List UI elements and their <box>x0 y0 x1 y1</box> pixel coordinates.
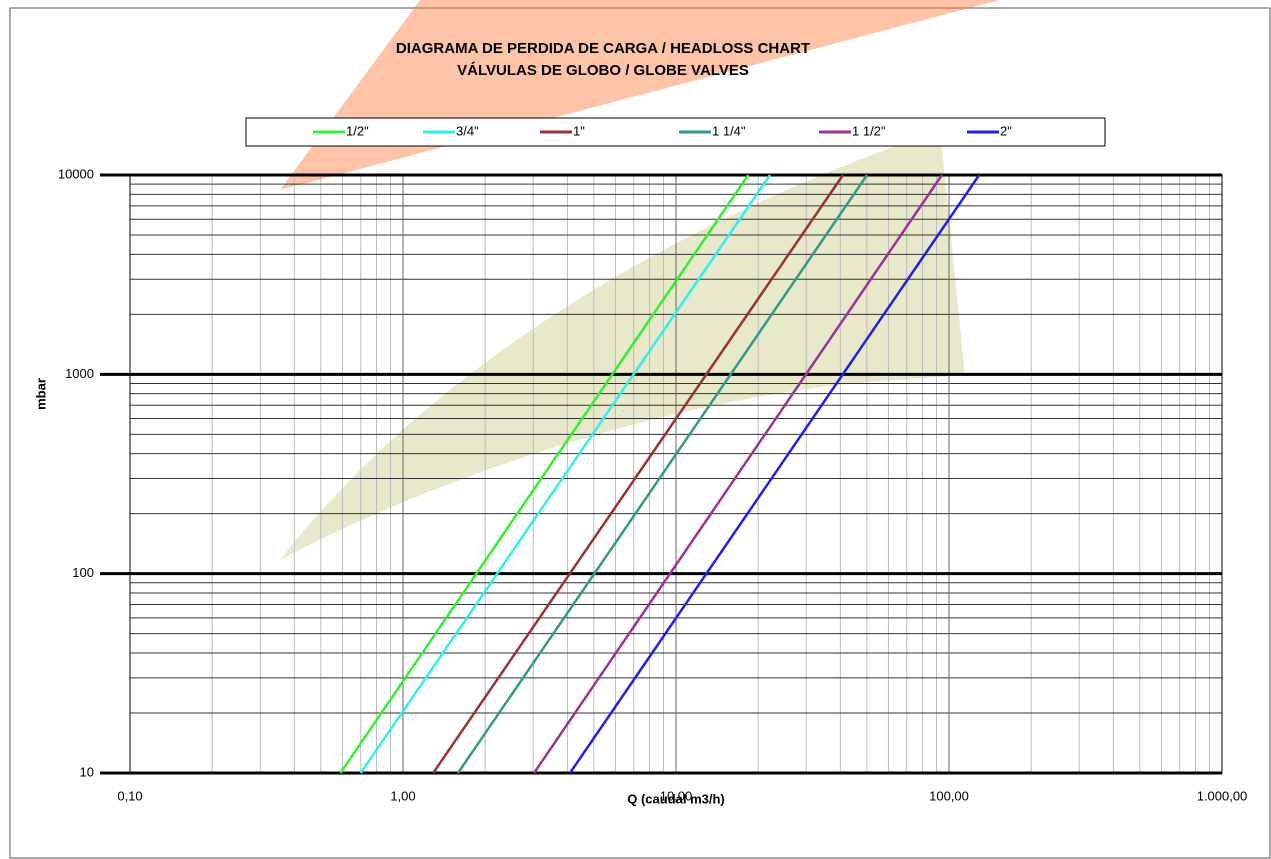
chart-title: DIAGRAMA DE PERDIDA DE CARGA / HEADLOSS … <box>396 40 810 57</box>
legend-label: 1 1/4" <box>712 123 746 138</box>
y-tick-label: 10000 <box>58 166 94 181</box>
legend-label: 1" <box>573 123 585 138</box>
y-tick-label: 10 <box>80 764 94 779</box>
x-tick-label: 100,00 <box>929 788 969 803</box>
legend-label: 2" <box>1000 123 1012 138</box>
legend-label: 1/2" <box>346 123 369 138</box>
chart-subtitle: VÁLVULAS DE GLOBO / GLOBE VALVES <box>457 62 749 79</box>
x-tick-label: 0,10 <box>117 788 142 803</box>
y-axis-label: mbar <box>33 378 48 410</box>
x-tick-label: 1,00 <box>390 788 415 803</box>
x-tick-label: 1.000,00 <box>1197 788 1248 803</box>
chart: DIAGRAMA DE PERDIDA DE CARGA / HEADLOSS … <box>0 0 1271 859</box>
y-tick-label: 100 <box>72 565 94 580</box>
legend-label: 1 1/2" <box>852 123 886 138</box>
y-tick-label: 1000 <box>65 366 94 381</box>
legend-label: 3/4" <box>456 123 479 138</box>
x-tick-label: 10,00 <box>660 788 693 803</box>
